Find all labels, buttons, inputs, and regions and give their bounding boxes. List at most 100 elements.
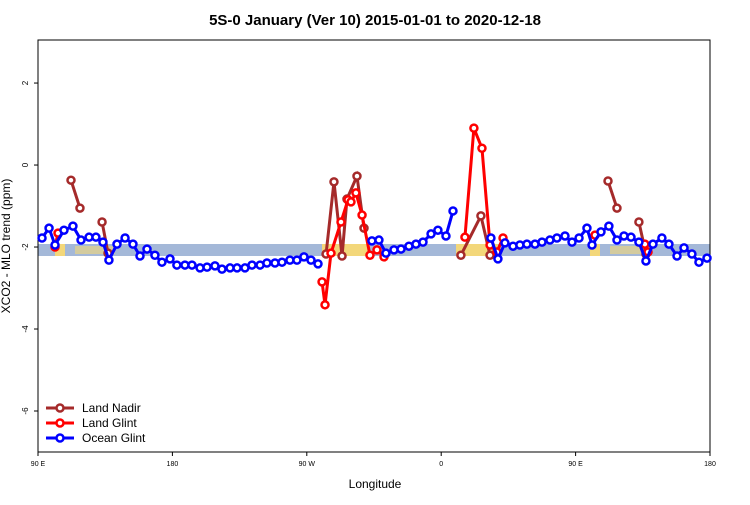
data-point bbox=[210, 261, 220, 271]
data-point bbox=[187, 260, 197, 270]
data-point bbox=[277, 257, 287, 267]
data-point bbox=[202, 262, 212, 272]
data-point bbox=[365, 250, 375, 260]
data-point bbox=[604, 221, 614, 231]
data-point bbox=[336, 217, 346, 227]
y-axis-label: XCO2 - MLO trend (ppm) bbox=[0, 179, 13, 314]
data-point bbox=[694, 257, 704, 267]
data-point bbox=[460, 232, 470, 242]
land-strip bbox=[610, 246, 648, 254]
data-point bbox=[374, 235, 384, 245]
data-point bbox=[59, 225, 69, 235]
x-tick-label: 90 W bbox=[299, 461, 316, 468]
y-tick-label: -4 bbox=[21, 325, 30, 333]
data-point bbox=[587, 240, 597, 250]
data-point bbox=[603, 176, 613, 186]
data-point bbox=[112, 239, 122, 249]
data-point bbox=[672, 251, 682, 261]
data-point bbox=[337, 251, 347, 261]
legend-marker bbox=[55, 418, 65, 428]
data-point bbox=[657, 233, 667, 243]
data-point bbox=[357, 210, 367, 220]
data-point bbox=[433, 225, 443, 235]
data-point bbox=[702, 253, 712, 263]
data-point bbox=[68, 221, 78, 231]
legend-marker bbox=[55, 433, 65, 443]
data-point bbox=[75, 203, 85, 213]
legend-label: Land Nadir bbox=[82, 401, 141, 415]
data-point bbox=[346, 197, 356, 207]
data-point bbox=[98, 237, 108, 247]
data-point bbox=[426, 229, 436, 239]
data-point bbox=[574, 233, 584, 243]
data-point bbox=[329, 177, 339, 187]
data-point bbox=[50, 240, 60, 250]
series bbox=[37, 206, 712, 274]
data-point bbox=[128, 239, 138, 249]
data-point bbox=[522, 239, 532, 249]
legend-marker bbox=[55, 403, 65, 413]
plot-frame bbox=[37, 39, 711, 453]
data-point bbox=[687, 249, 697, 259]
data-point bbox=[351, 188, 361, 198]
x-tick-label: 90 E bbox=[568, 461, 583, 468]
data-point bbox=[469, 123, 479, 133]
data-point bbox=[634, 217, 644, 227]
data-point bbox=[648, 239, 658, 249]
x-tick-label: 0 bbox=[439, 461, 443, 468]
x-tick-label: 180 bbox=[704, 461, 716, 468]
data-point bbox=[396, 244, 406, 254]
data-point bbox=[262, 258, 272, 268]
land-strip bbox=[55, 244, 65, 256]
data-point bbox=[150, 250, 160, 260]
data-point bbox=[537, 237, 547, 247]
data-point bbox=[313, 259, 323, 269]
data-point bbox=[120, 233, 130, 243]
data-point bbox=[560, 231, 570, 241]
data-point bbox=[306, 255, 316, 265]
data-point bbox=[44, 223, 54, 233]
data-point bbox=[612, 203, 622, 213]
data-point bbox=[91, 232, 101, 242]
data-point bbox=[37, 233, 47, 243]
data-point bbox=[477, 143, 487, 153]
data-point bbox=[104, 255, 114, 265]
data-point bbox=[172, 260, 182, 270]
data-point bbox=[381, 248, 391, 258]
data-point bbox=[292, 255, 302, 265]
data-point bbox=[326, 248, 336, 258]
data-point bbox=[500, 238, 510, 248]
data-point bbox=[217, 264, 227, 274]
data-point bbox=[165, 254, 175, 264]
data-point bbox=[641, 256, 651, 266]
data-point bbox=[456, 250, 466, 260]
chart-title: 5S-0 January (Ver 10) 2015-01-01 to 2020… bbox=[209, 12, 541, 29]
data-point bbox=[476, 211, 486, 221]
data-point bbox=[664, 239, 674, 249]
data-point bbox=[596, 227, 606, 237]
data-point bbox=[232, 263, 242, 273]
data-point bbox=[612, 235, 622, 245]
data-point bbox=[76, 235, 86, 245]
data-point bbox=[372, 245, 382, 255]
legend-label: Ocean Glint bbox=[82, 431, 146, 445]
data-point bbox=[135, 251, 145, 261]
data-point bbox=[626, 232, 636, 242]
data-point bbox=[157, 257, 167, 267]
data-point bbox=[552, 233, 562, 243]
data-point bbox=[418, 237, 428, 247]
y-tick-label: 0 bbox=[21, 162, 30, 167]
land-strip bbox=[590, 244, 600, 256]
data-point bbox=[441, 231, 451, 241]
legend-label: Land Glint bbox=[82, 416, 137, 430]
x-tick-label: 180 bbox=[167, 461, 179, 468]
land-strip bbox=[75, 246, 115, 254]
data-point bbox=[352, 171, 362, 181]
x-tick-label: 90 E bbox=[31, 461, 46, 468]
data-point bbox=[486, 233, 496, 243]
x-axis-label: Longitude bbox=[349, 477, 402, 491]
data-point bbox=[142, 244, 152, 254]
